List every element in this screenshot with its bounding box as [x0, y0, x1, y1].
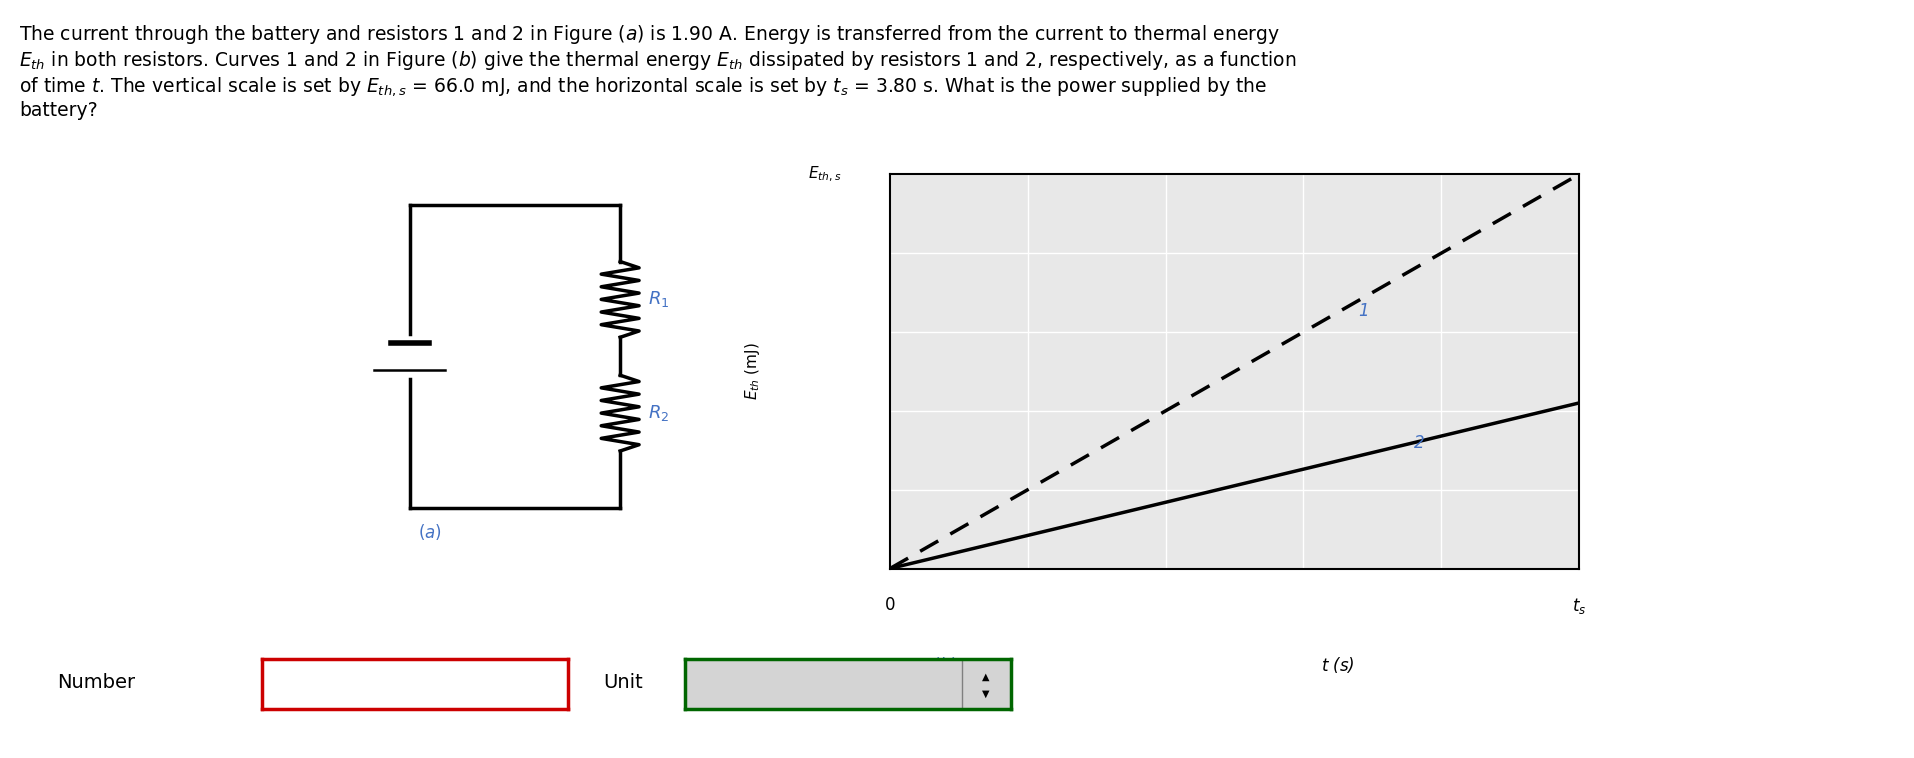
Text: The current through the battery and resistors 1 and 2 in Figure ($a$) is 1.90 A.: The current through the battery and resi…: [19, 23, 1296, 121]
Text: $t_s$: $t_s$: [1571, 596, 1587, 616]
Text: $E_{th}$ (mJ): $E_{th}$ (mJ): [743, 343, 762, 400]
Text: Unit: Unit: [603, 672, 643, 692]
Text: $t$ (s): $t$ (s): [1321, 655, 1355, 675]
Text: Number: Number: [57, 672, 136, 692]
Text: 0: 0: [884, 596, 896, 614]
Text: ▲: ▲: [982, 672, 990, 681]
Text: 2: 2: [1414, 434, 1424, 453]
Text: $R_2$: $R_2$: [647, 403, 668, 423]
Text: i: i: [237, 675, 245, 694]
Text: $R_1$: $R_1$: [647, 290, 668, 309]
Text: ▼: ▼: [982, 689, 990, 699]
Text: $(b)$: $(b)$: [932, 655, 957, 675]
Text: $E_{th,s}$: $E_{th,s}$: [808, 164, 842, 184]
Text: 1: 1: [1359, 302, 1369, 320]
Text: $(a)$: $(a)$: [417, 522, 442, 542]
